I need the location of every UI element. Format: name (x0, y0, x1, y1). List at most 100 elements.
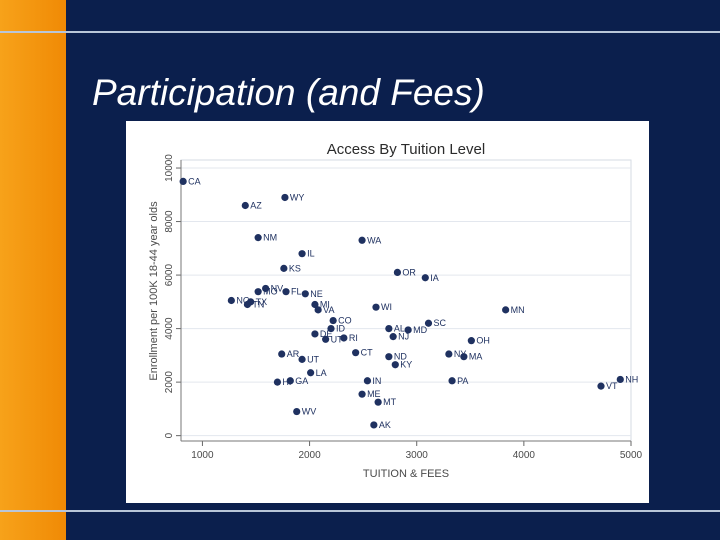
data-point (327, 325, 335, 333)
data-point-label: ID (336, 324, 346, 334)
data-point-label: NM (263, 233, 277, 243)
x-tick-label: 2000 (298, 450, 321, 461)
data-point (293, 407, 301, 416)
data-point-label: MO (263, 287, 278, 297)
data-point-label: NH (625, 374, 638, 384)
chart-title: Access By Tuition Level (327, 141, 485, 158)
data-point-label: IA (430, 273, 439, 283)
data-point-label: NV (271, 283, 284, 293)
data-point (424, 319, 433, 327)
data-point (254, 234, 262, 242)
data-point-label: AK (379, 420, 391, 430)
x-axis-title: TUITION & FEES (363, 468, 449, 480)
data-point-label: FL (291, 287, 302, 297)
data-point (241, 201, 249, 210)
data-point-label: MD (413, 325, 427, 335)
data-point (445, 350, 453, 358)
data-point (389, 333, 397, 341)
plot-frame (180, 159, 632, 442)
bottom-rule (0, 510, 720, 512)
data-point (358, 390, 366, 398)
data-point-label: UT (331, 334, 343, 344)
data-point (329, 316, 337, 325)
data-point-label: MA (469, 352, 483, 362)
data-point (298, 250, 306, 258)
data-point-label: HI (282, 377, 291, 387)
data-point (363, 377, 372, 385)
data-point (227, 296, 235, 305)
data-point (281, 193, 289, 202)
plot-area: 0 2000 4000 6000 8000 10000 1000 2000 3000 4000 50… (164, 154, 643, 461)
data-point-label: WI (381, 302, 392, 312)
data-point-label: WY (290, 192, 305, 202)
data-point (307, 369, 315, 377)
data-point (391, 361, 399, 369)
data-point-label: NE (310, 289, 323, 299)
data-point (322, 335, 330, 343)
data-point (301, 290, 309, 298)
data-point-label: UT (307, 354, 319, 364)
data-point-label: TN (252, 300, 264, 310)
data-point (262, 284, 270, 293)
data-point (314, 306, 322, 314)
y-tick-label: 10000 (164, 154, 175, 182)
data-point-label: NJ (398, 332, 409, 342)
data-point-label: CT (361, 348, 373, 358)
data-point (467, 337, 475, 345)
data-point-label: AL (394, 324, 405, 334)
data-point (282, 288, 290, 296)
data-point-label: AZ (250, 200, 262, 210)
top-rule (0, 31, 720, 33)
data-point (597, 382, 605, 390)
x-tick-label: 3000 (406, 450, 429, 461)
data-point-label: LA (316, 368, 327, 378)
data-point-label: VA (323, 305, 334, 315)
data-point (340, 334, 348, 342)
data-point-label: KY (400, 360, 412, 370)
data-point-label: AR (287, 349, 300, 359)
data-point-label: WA (367, 235, 381, 245)
data-point (460, 353, 468, 361)
data-point (273, 378, 282, 386)
x-tick-label: 4000 (513, 450, 536, 461)
y-tick-label: 6000 (164, 264, 175, 287)
data-point (243, 300, 252, 309)
accent-bar (0, 0, 66, 540)
data-point (616, 375, 624, 384)
data-point-label: NC (236, 296, 249, 306)
data-point (448, 377, 456, 385)
data-point (370, 421, 378, 429)
data-point (311, 330, 319, 338)
y-tick-label: 2000 (164, 371, 175, 394)
data-point-label: PA (457, 376, 468, 386)
slide-title: Participation (and Fees) (92, 72, 485, 113)
data-point-label: DE (320, 329, 333, 339)
data-point-label: CO (338, 316, 352, 326)
data-point-label: IL (307, 249, 315, 259)
data-point-label: IN (372, 376, 381, 386)
data-point-label: MT (383, 397, 396, 407)
x-tick-label: 1000 (191, 450, 214, 461)
data-point (374, 398, 382, 406)
data-point-label: VT (606, 381, 618, 391)
y-axis-title: Enrollment per 100K 18-44 year olds (148, 201, 160, 381)
data-point (311, 300, 319, 309)
data-point-label: CA (188, 176, 201, 186)
data-point-label: WV (302, 407, 317, 417)
data-point (421, 274, 429, 282)
data-point-label: NY (454, 349, 467, 359)
data-point (385, 353, 393, 361)
data-point (179, 177, 187, 186)
scatter-chart: Access By Tuition Level TUITION & FEES E… (126, 121, 649, 503)
data-point-label: OR (402, 267, 416, 277)
y-tick-label: 8000 (164, 210, 175, 233)
data-point-label: TX (256, 297, 268, 307)
data-point-label: SC (434, 318, 447, 328)
data-point-label: KS (289, 263, 301, 273)
x-tick-label: 5000 (620, 450, 643, 461)
data-point-label: OH (476, 336, 490, 346)
y-tick-label: 4000 (164, 317, 175, 340)
data-point (352, 349, 360, 357)
data-point (502, 306, 510, 314)
data-point (280, 264, 288, 272)
